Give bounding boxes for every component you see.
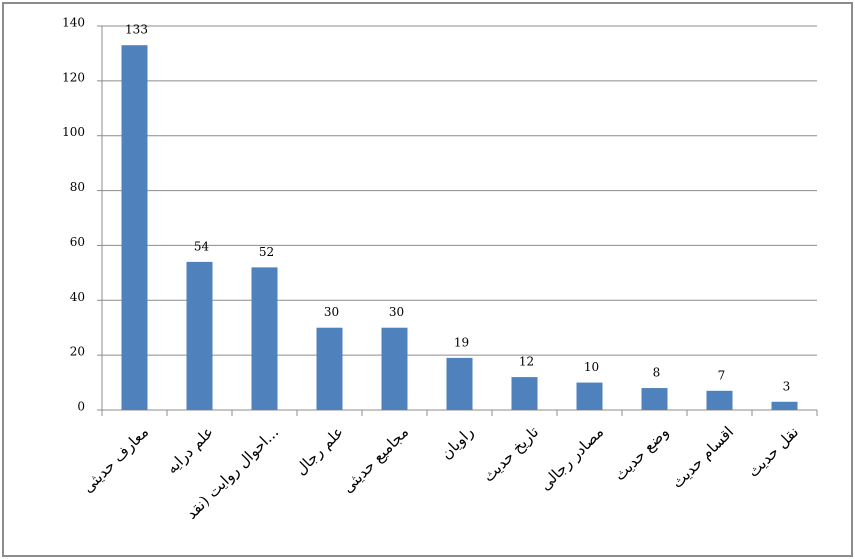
bar [381,327,408,410]
bar [576,382,603,410]
y-tick-label: 140 [62,16,85,30]
y-tick-label: 120 [62,70,85,84]
data-label: 52 [259,245,274,259]
data-label: 7 [718,368,726,382]
data-label: 54 [194,239,210,253]
bar [121,45,148,410]
y-tick-label: 80 [70,180,85,194]
y-tick-label: 100 [62,125,85,139]
y-tick-label: 20 [70,345,85,359]
y-tick-label: 40 [70,290,85,304]
data-label: 30 [389,305,404,319]
bar [316,327,343,410]
data-label: 19 [454,335,469,349]
bar [706,390,733,410]
bar [511,377,538,410]
bar [186,261,213,410]
data-label: 12 [519,355,534,369]
data-label: 10 [584,360,599,374]
bar [251,267,278,410]
data-label: 133 [125,23,148,37]
data-label: 3 [783,379,791,393]
bar [771,401,798,410]
y-tick-label: 60 [70,235,85,249]
data-label: 8 [653,366,661,380]
bar [641,388,668,410]
y-tick-label: 0 [77,400,85,414]
bar [446,357,473,410]
data-label: 30 [324,305,339,319]
